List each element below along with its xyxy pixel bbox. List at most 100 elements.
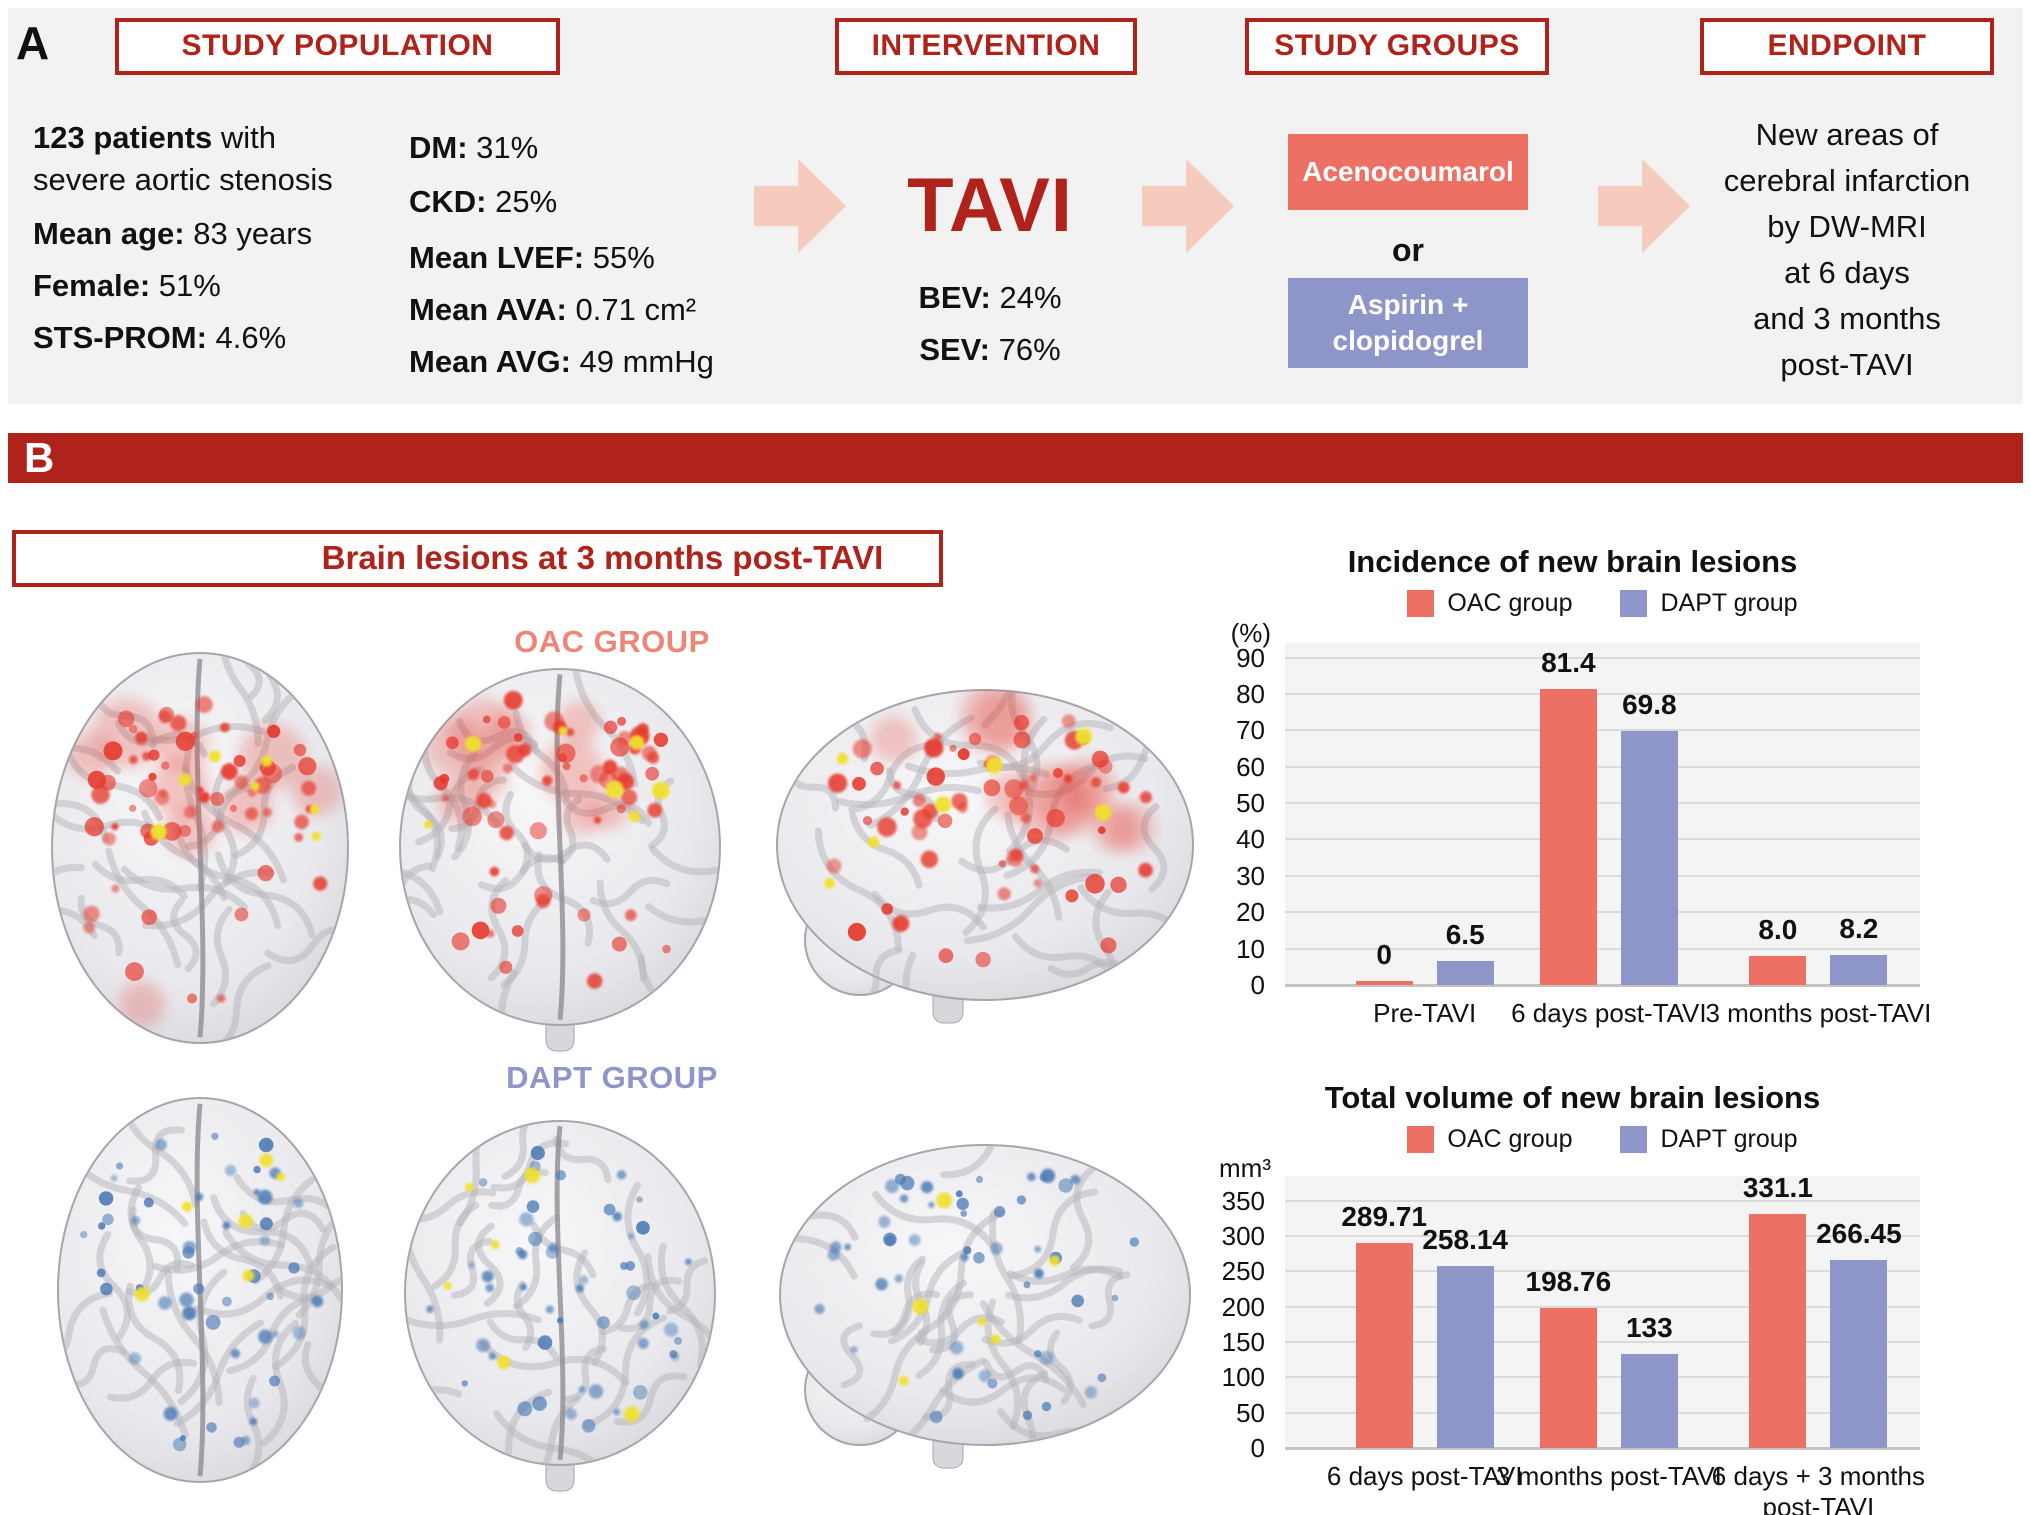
oac-group-label: OAC GROUP bbox=[514, 624, 710, 659]
tavi-title: TAVI bbox=[907, 163, 1073, 248]
stat-bold: Mean LVEF: bbox=[409, 240, 585, 275]
chart-plot-area bbox=[1285, 1176, 1920, 1448]
lesion-overlay bbox=[814, 1168, 1140, 1424]
bar-value-label: 133 bbox=[1625, 1312, 1673, 1343]
x-axis-label: 6 days post-TAVI bbox=[1511, 998, 1707, 1028]
stat-text: 76% bbox=[989, 332, 1061, 367]
stat-bold: Mean AVA: bbox=[409, 292, 567, 327]
brain-top-oac bbox=[51, 652, 349, 1044]
legend-swatch-oac bbox=[1407, 590, 1435, 617]
gridline bbox=[1285, 874, 1920, 877]
chart-bar-dapt bbox=[1436, 961, 1494, 985]
chart-bar-dapt bbox=[1620, 731, 1678, 985]
stat-lvef: Mean LVEF: 55% bbox=[409, 238, 655, 278]
bar-value-label: 0 bbox=[1376, 939, 1392, 970]
brain-lesion-figures bbox=[51, 652, 1194, 1492]
chart-bar-oac bbox=[1749, 1214, 1807, 1448]
brain-side-oac bbox=[776, 689, 1194, 1024]
stat-bev: BEV: 24% bbox=[840, 278, 1140, 318]
endpoint-description: New areas of cerebral infarction by DW-M… bbox=[1723, 117, 1971, 382]
gridline bbox=[1285, 1411, 1920, 1414]
panel-b-label: B bbox=[24, 434, 55, 481]
chart-bar-dapt bbox=[1830, 1260, 1888, 1448]
legend-item: OAC group bbox=[1407, 589, 1572, 618]
gridline bbox=[1285, 947, 1920, 950]
gridline bbox=[1285, 838, 1920, 841]
legend-label: DAPT group bbox=[1660, 1125, 1798, 1153]
stat-text: severe aortic stenosis bbox=[33, 162, 333, 197]
gridline bbox=[1285, 1270, 1920, 1273]
legend-item: DAPT group bbox=[1620, 1125, 1798, 1154]
stat-avg: Mean AVG: 49 mmHg bbox=[409, 342, 714, 382]
legend-item: OAC group bbox=[1407, 1125, 1572, 1154]
chart-title: Total volume of new brain lesions bbox=[1324, 1080, 1821, 1115]
gridline bbox=[1285, 984, 1920, 987]
chart-bar-dapt bbox=[1436, 1266, 1494, 1448]
stat-text: 49 mmHg bbox=[570, 344, 714, 379]
brain-front-oac bbox=[399, 668, 721, 1052]
gridline bbox=[1285, 1235, 1920, 1238]
x-axis-label: 6 days post-TAVI bbox=[1326, 1461, 1523, 1491]
legend-swatch-dapt bbox=[1620, 1126, 1648, 1153]
bar-value-label: 198.76 bbox=[1525, 1266, 1612, 1297]
chart-bar-oac bbox=[1355, 1243, 1413, 1448]
lesion-overlay bbox=[80, 1132, 324, 1452]
lesion-overlay bbox=[423, 690, 671, 989]
stat-patients: 123 patients with bbox=[33, 118, 276, 158]
chart-bar-oac bbox=[1539, 689, 1597, 985]
stat-text: 55% bbox=[584, 240, 655, 275]
stat-bold: DM: bbox=[409, 130, 468, 165]
stat-bold: Mean age: bbox=[33, 216, 185, 251]
gridline bbox=[1285, 692, 1920, 695]
stat-bold: 123 patients bbox=[33, 120, 213, 155]
header-intervention: INTERVENTION bbox=[835, 18, 1137, 75]
stat-text: 4.6% bbox=[206, 320, 287, 355]
gridline bbox=[1285, 802, 1920, 805]
chart-bar-dapt bbox=[1620, 1354, 1678, 1448]
bar-value-label: 81.4 bbox=[1541, 647, 1596, 678]
bar-value-label: 8.0 bbox=[1758, 914, 1798, 945]
stat-text: 31% bbox=[467, 130, 539, 165]
stat-bold: BEV: bbox=[918, 280, 991, 315]
bar-value-label: 331.1 bbox=[1742, 1172, 1813, 1203]
legend-swatch-dapt bbox=[1620, 590, 1648, 617]
stat-text: 24% bbox=[990, 280, 1062, 315]
gridline bbox=[1285, 1305, 1920, 1308]
bar-value-label: 258.14 bbox=[1422, 1224, 1508, 1255]
x-axis-label: 6 days + 3 months post-TAVI bbox=[1711, 1461, 1925, 1515]
brain-front-dapt bbox=[404, 1120, 716, 1492]
legend-item: DAPT group bbox=[1620, 589, 1798, 618]
dapt-group-label: DAPT GROUP bbox=[506, 1060, 718, 1095]
chart-plot-area bbox=[1285, 643, 1920, 985]
legend-label: OAC group bbox=[1447, 1125, 1573, 1153]
chart-bar-oac bbox=[1539, 1308, 1597, 1448]
lesion-overlay bbox=[67, 696, 342, 1027]
stat-ckd: CKD: 25% bbox=[409, 182, 557, 222]
stat-bold: STS-PROM: bbox=[33, 320, 207, 355]
chart-bar-oac bbox=[1749, 956, 1807, 985]
brain-top-dapt bbox=[57, 1097, 343, 1483]
stat-bold: Mean AVG: bbox=[409, 344, 571, 379]
stat-sev: SEV: 76% bbox=[840, 330, 1140, 370]
bar-value-label: 289.71 bbox=[1341, 1201, 1427, 1232]
x-axis-label: Pre-TAVI bbox=[1373, 998, 1477, 1028]
group-box-acenocoumarol: Acenocoumarol bbox=[1288, 134, 1528, 210]
bar-value-label: 266.45 bbox=[1816, 1218, 1902, 1249]
lesion-overlay bbox=[426, 1145, 692, 1433]
legend-label: OAC group bbox=[1447, 589, 1573, 617]
gridline bbox=[1285, 765, 1920, 768]
stat-text: 51% bbox=[150, 268, 221, 303]
chart-legend: OAC group DAPT group bbox=[1285, 1125, 1920, 1154]
stat-text: with bbox=[212, 120, 276, 155]
group-box-aspirin-clopidogrel: Aspirin + clopidogrel bbox=[1288, 278, 1528, 368]
header-study-population: STUDY POPULATION bbox=[115, 18, 560, 75]
gridline bbox=[1285, 729, 1920, 732]
bar-value-label: 6.5 bbox=[1445, 919, 1485, 950]
legend-label: DAPT group bbox=[1660, 589, 1798, 617]
gridline bbox=[1285, 1447, 1920, 1450]
legend-swatch-oac bbox=[1407, 1126, 1435, 1153]
stat-ava: Mean AVA: 0.71 cm² bbox=[409, 290, 696, 330]
stat-text: 0.71 cm² bbox=[566, 292, 697, 327]
brain-side-dapt bbox=[779, 1144, 1191, 1469]
